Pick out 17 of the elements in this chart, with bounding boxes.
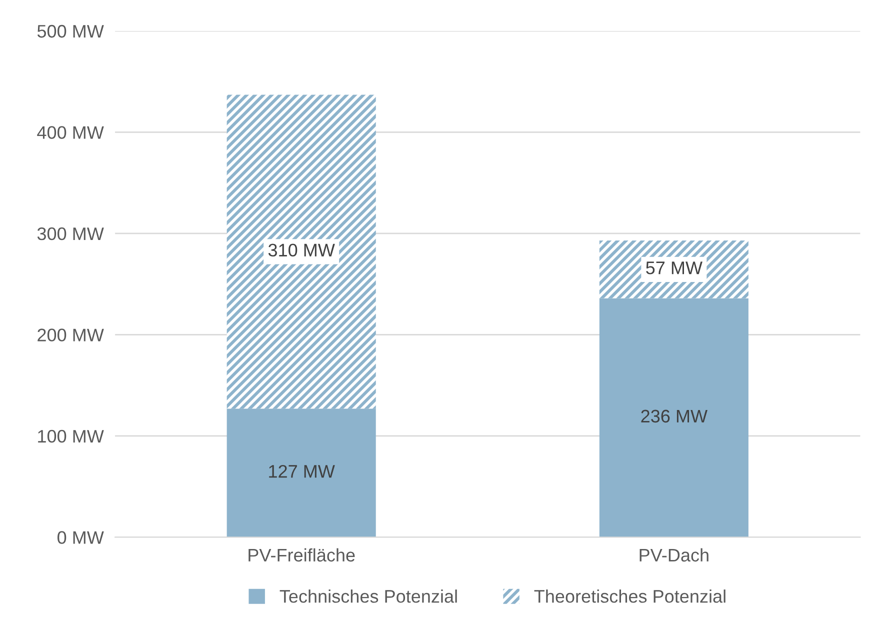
bar (226, 408, 376, 538)
x-tick-label: PV-Freifläche (248, 548, 355, 562)
y-tick-label: 0 MW (58, 531, 104, 544)
bar (226, 94, 376, 409)
data-label: 57 MW (646, 262, 702, 274)
data-label: 310 MW (268, 244, 335, 257)
y-tick-label: 400 MW (37, 126, 104, 139)
data-label: 236 MW (641, 410, 708, 423)
bar (599, 298, 748, 538)
y-tick-label: 500 MW (37, 24, 104, 38)
y-tick-label: 100 MW (38, 430, 104, 443)
legend-label: Technisches Potenzial (280, 590, 457, 603)
y-tick-label: 200 MW (38, 328, 104, 342)
data-label: 127 MW (269, 464, 335, 478)
y-tick-label: 300 MW (37, 227, 104, 240)
x-tick-label: PV-Dach (640, 548, 708, 562)
legend-label: Theoretisches Potenzial (534, 590, 726, 603)
